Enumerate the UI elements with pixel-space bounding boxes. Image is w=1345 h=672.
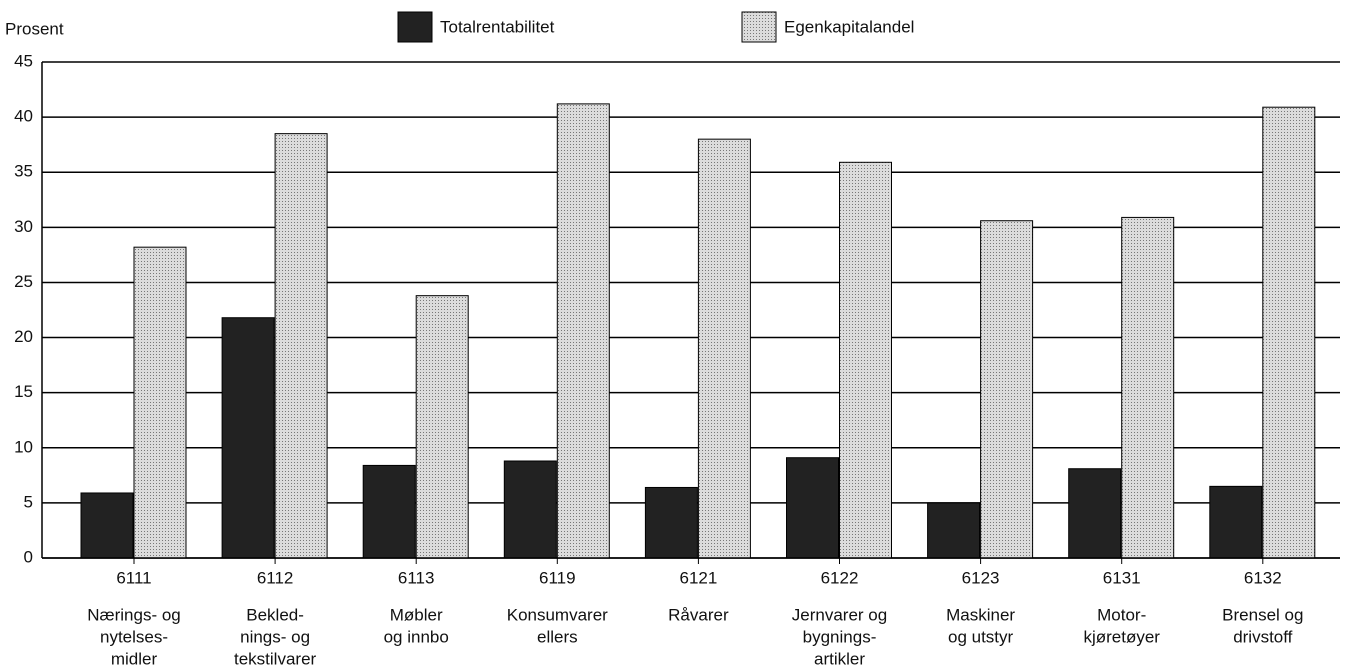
- category-label: Møbler: [390, 605, 443, 624]
- category-label: Bekled-: [246, 605, 304, 624]
- legend-label: Egenkapitalandel: [784, 17, 914, 36]
- y-tick-label: 45: [14, 51, 33, 70]
- x-tick-label: 6121: [679, 568, 717, 587]
- category-label: Motor-: [1097, 605, 1146, 624]
- bar: [927, 502, 981, 559]
- x-tick-label: 6132: [1244, 568, 1282, 587]
- category-label: bygnings-: [803, 627, 877, 646]
- y-tick-label: 40: [14, 107, 33, 126]
- category-label: nings- og: [240, 627, 310, 646]
- y-tick-label: 20: [14, 327, 33, 346]
- x-tick-label: 6123: [962, 568, 1000, 587]
- bar: [556, 103, 610, 559]
- legend-label: Totalrentabilitet: [440, 17, 555, 36]
- bar: [1262, 106, 1316, 559]
- category-label: Jernvarer og: [792, 605, 887, 624]
- category-label: Maskiner: [946, 605, 1015, 624]
- bar: [503, 460, 557, 559]
- bar: [221, 317, 275, 559]
- x-tick-label: 6112: [257, 568, 294, 587]
- bar: [80, 492, 134, 559]
- category-label: ellers: [537, 627, 578, 646]
- bar: [839, 161, 892, 559]
- bar: [1209, 485, 1263, 559]
- y-tick-label: 30: [14, 217, 33, 236]
- x-tick-label: 6122: [821, 568, 859, 587]
- legend-swatch: [741, 11, 777, 43]
- y-tick-label: 10: [14, 437, 33, 456]
- bar: [980, 220, 1034, 559]
- category-label: Konsumvarer: [507, 605, 608, 624]
- x-tick-label: 6131: [1103, 568, 1141, 587]
- category-label: Brensel og: [1222, 605, 1303, 624]
- y-tick-label: 0: [24, 547, 33, 566]
- category-label: og utstyr: [948, 627, 1014, 646]
- y-tick-label: 35: [14, 162, 33, 181]
- bar: [362, 464, 416, 559]
- bar: [644, 486, 698, 559]
- y-tick-label: 15: [14, 382, 33, 401]
- bar: [1068, 468, 1122, 559]
- legend-swatch: [397, 11, 433, 43]
- category-label: drivstoff: [1233, 627, 1292, 646]
- x-tick-label: 6113: [398, 568, 435, 587]
- category-label: tekstilvarer: [234, 649, 317, 668]
- bar: [1121, 216, 1175, 559]
- category-label: og innbo: [384, 627, 449, 646]
- category-label: Råvarer: [668, 605, 729, 624]
- y-tick-label: 5: [24, 492, 33, 511]
- x-tick-label: 6119: [539, 568, 576, 587]
- bar: [274, 133, 328, 559]
- bar: [697, 138, 751, 559]
- bar: [133, 246, 187, 559]
- category-label: nytelses-: [100, 627, 168, 646]
- bar: [415, 295, 469, 559]
- category-label: artikler: [814, 649, 865, 668]
- y-axis-label: Prosent: [5, 19, 64, 38]
- x-tick-label: 6111: [116, 568, 151, 587]
- category-label: midler: [111, 649, 158, 668]
- category-label: Nærings- og: [87, 605, 181, 624]
- y-tick-label: 25: [14, 272, 33, 291]
- category-label: kjøretøyer: [1083, 627, 1160, 646]
- bar: [786, 457, 839, 559]
